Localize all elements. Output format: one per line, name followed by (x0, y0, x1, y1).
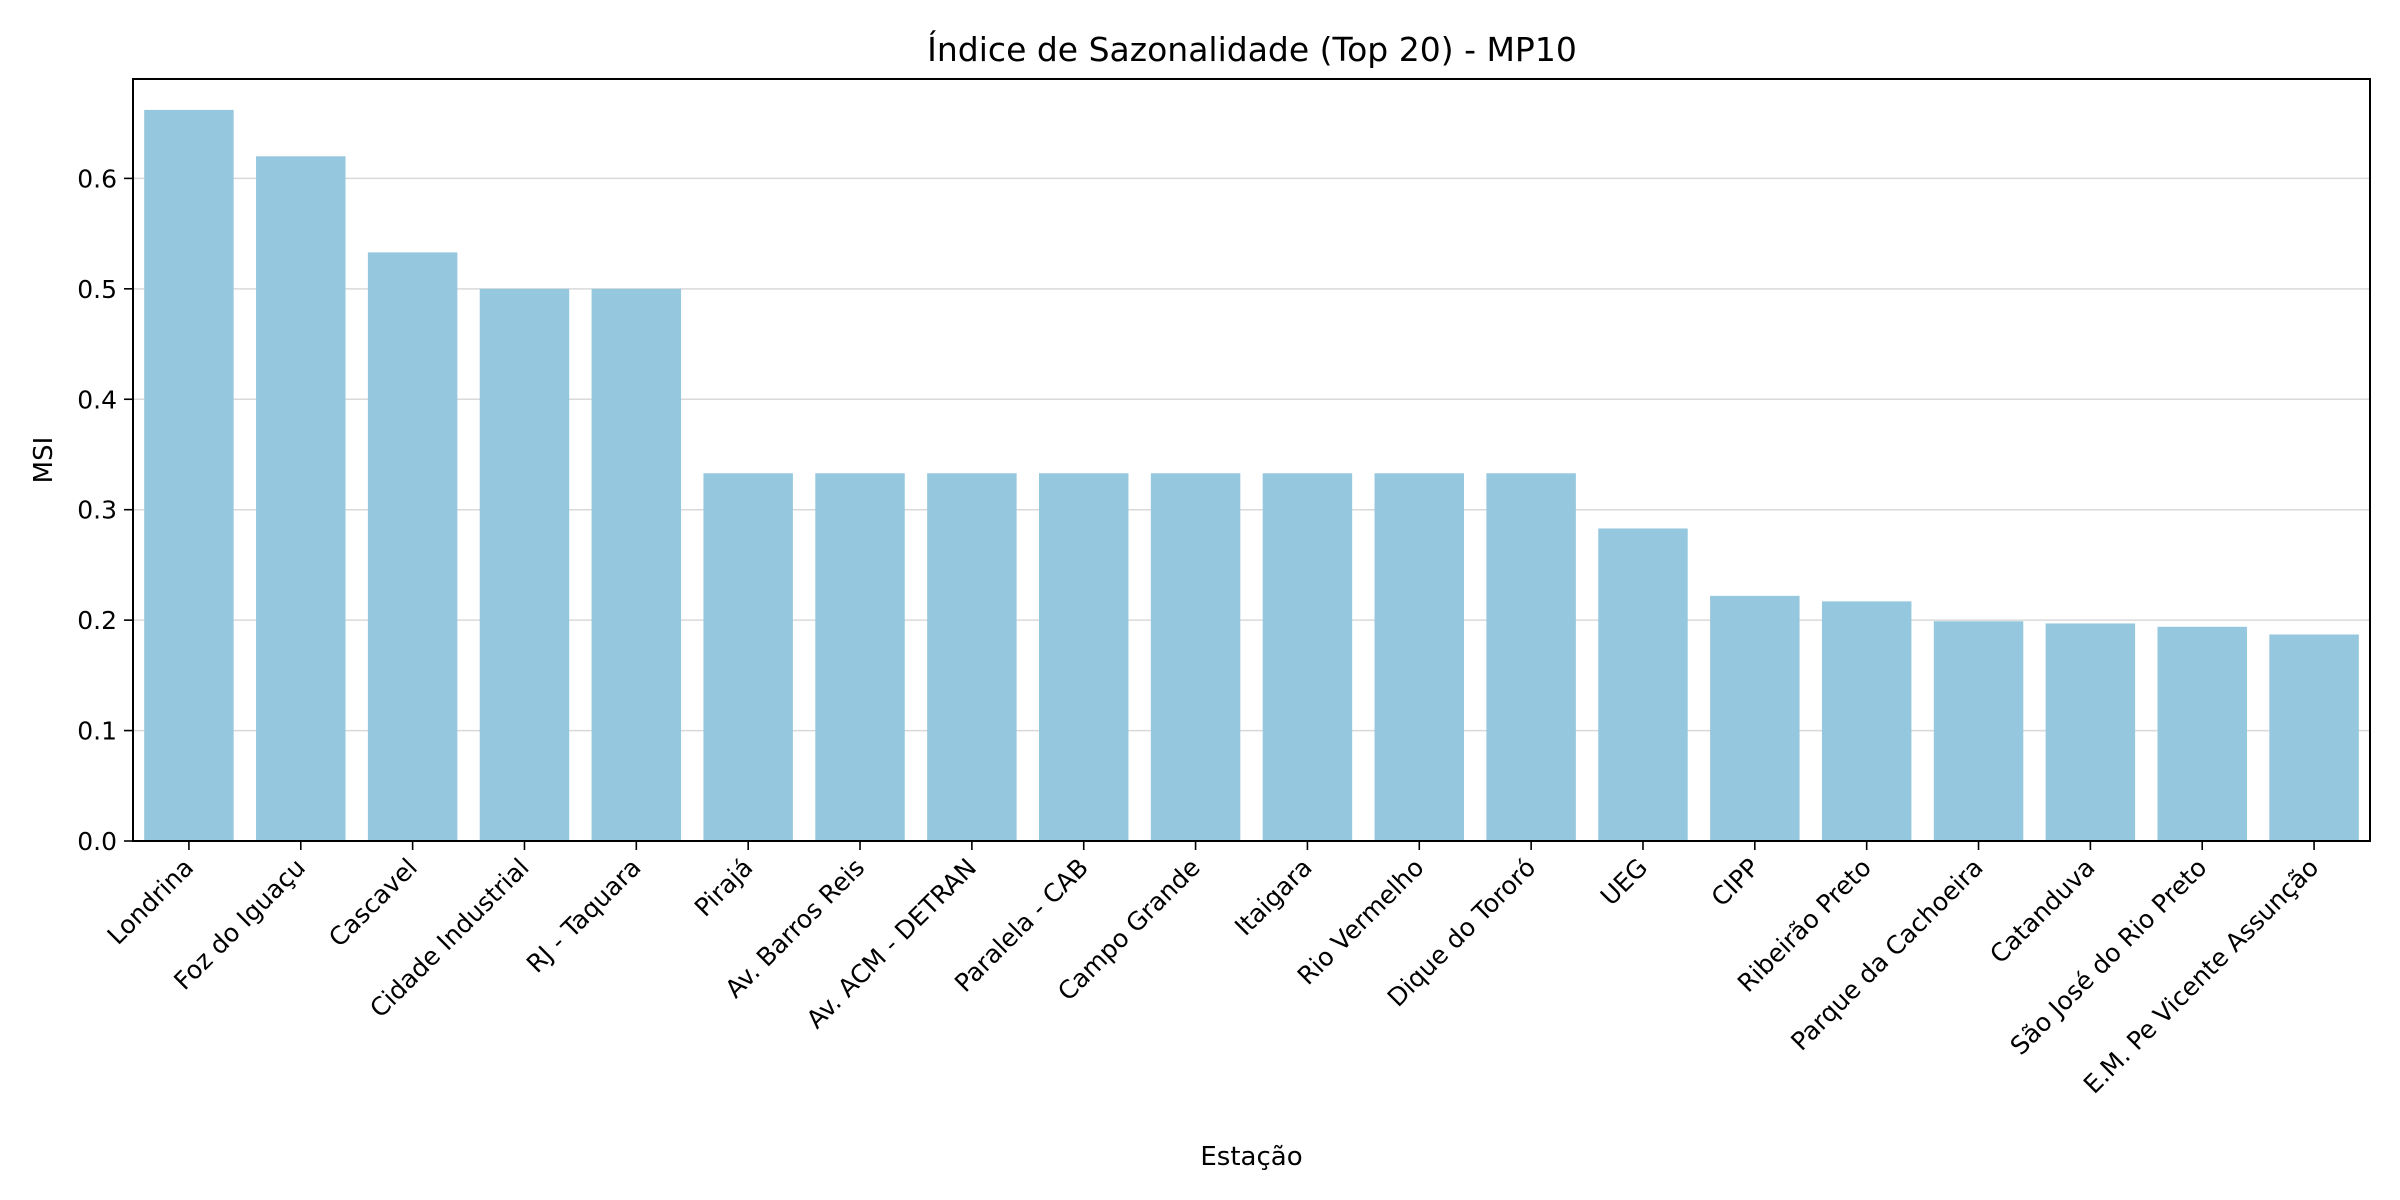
x-tick-label: Itaigara (1229, 853, 1318, 942)
bar (1821, 601, 1912, 841)
bar (703, 473, 793, 841)
y-tick-label: 0.0 (77, 827, 117, 856)
bar (256, 156, 346, 842)
gridlines (133, 177, 2370, 732)
bars (144, 109, 2359, 842)
bar (927, 473, 1017, 841)
bar (1038, 473, 1129, 841)
x-tick-label: Cascavel (323, 853, 423, 953)
bar (2045, 623, 2136, 841)
x-tick-label: UEG (1595, 853, 1653, 911)
y-axis: 0.0 0.1 0.2 0.3 0.4 0.5 0.6 (77, 164, 133, 856)
bar (1262, 473, 1353, 841)
bar (1598, 528, 1688, 841)
bar (1933, 621, 2024, 841)
y-tick-label: 0.3 (77, 496, 117, 525)
x-axis-label: Estação (1200, 1142, 1302, 1172)
x-tick-label: Londrina (102, 853, 200, 951)
bar (479, 288, 570, 842)
y-tick-label: 0.4 (77, 385, 117, 414)
y-tick-label: 0.5 (77, 275, 117, 304)
plot-frame (132, 78, 2371, 842)
bar (815, 473, 905, 841)
y-tick-label: 0.6 (77, 164, 117, 193)
x-tick-label: Catanduva (1984, 853, 2100, 969)
bar (367, 252, 458, 841)
x-tick-label: Pirajá (689, 853, 759, 923)
x-tick-label: São José do Rio Preto (2005, 853, 2213, 1061)
x-tick-label: RJ - Taquara (521, 853, 647, 979)
bar (1486, 473, 1576, 841)
bar (591, 288, 682, 842)
bar (2157, 626, 2247, 841)
x-tick-label: Parque da Cachoeira (1785, 853, 1989, 1057)
y-axis-label: MSI (29, 437, 59, 484)
bar (1150, 473, 1241, 841)
chart-title: Índice de Sazonalidade (Top 20) - MP10 (927, 29, 1577, 69)
y-tick-label: 0.2 (77, 606, 117, 635)
bar (1374, 473, 1465, 841)
y-tick-label: 0.1 (77, 717, 117, 746)
x-tick-label: CIPP (1706, 853, 1765, 912)
bar (1710, 595, 1800, 841)
x-tick-label: E.M. Pe Vicente Assunção (2078, 853, 2324, 1099)
bar (2269, 634, 2359, 841)
bar (144, 109, 234, 841)
